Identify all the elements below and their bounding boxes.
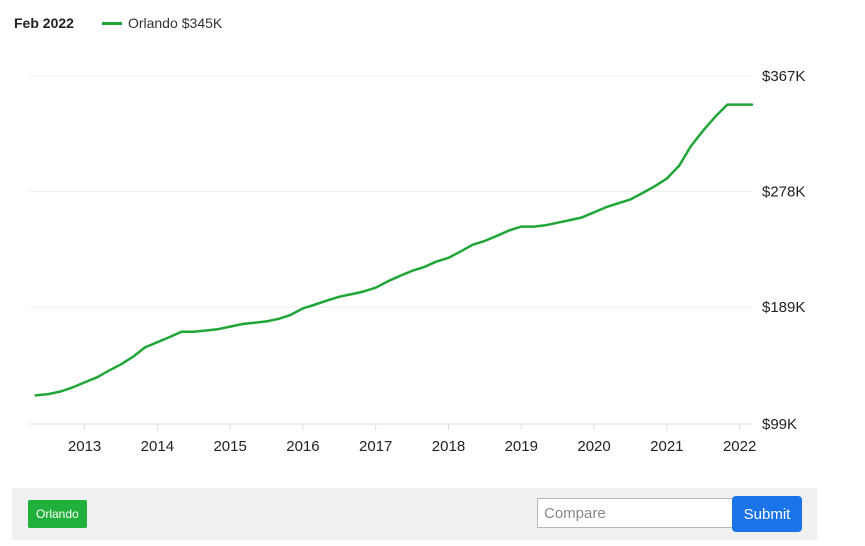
legend: Orlando $345K bbox=[101, 15, 223, 31]
y-tick-label: $367K bbox=[762, 68, 805, 85]
x-tick-label: 2016 bbox=[286, 438, 319, 455]
x-tick-label: 2017 bbox=[359, 438, 392, 455]
x-tick-label: 2018 bbox=[432, 438, 465, 455]
legend-series-name: Orlando bbox=[127, 15, 178, 31]
submit-button[interactable]: Submit bbox=[732, 496, 802, 532]
x-tick-label: 2014 bbox=[141, 438, 174, 455]
y-tick-label: $278K bbox=[762, 184, 805, 201]
x-tick-label: 2019 bbox=[505, 438, 538, 455]
x-tick-label: 2022 bbox=[723, 438, 756, 455]
series-line-orlando bbox=[34, 103, 754, 397]
x-tick-label: 2015 bbox=[213, 438, 246, 455]
compare-input[interactable] bbox=[537, 498, 741, 528]
y-tick-label: $99K bbox=[762, 416, 797, 433]
legend-swatch bbox=[101, 21, 122, 25]
period-label: Feb 2022 bbox=[14, 15, 74, 31]
legend-series-value: $345K bbox=[181, 15, 223, 31]
city-chip-orlando[interactable]: Orlando bbox=[28, 500, 87, 528]
x-tick-label: 2021 bbox=[650, 438, 683, 455]
compare-bar: Orlando Submit bbox=[12, 488, 817, 540]
chart-header: Feb 2022 Orlando $345K bbox=[14, 12, 222, 34]
x-tick-label: 2013 bbox=[68, 438, 101, 455]
line-chart: $99K $189K $278K $367K 2013 2014 2015 2016 2017 2… bbox=[30, 68, 805, 455]
x-tick-label: 2020 bbox=[577, 438, 610, 455]
y-tick-label: $189K bbox=[762, 299, 805, 316]
